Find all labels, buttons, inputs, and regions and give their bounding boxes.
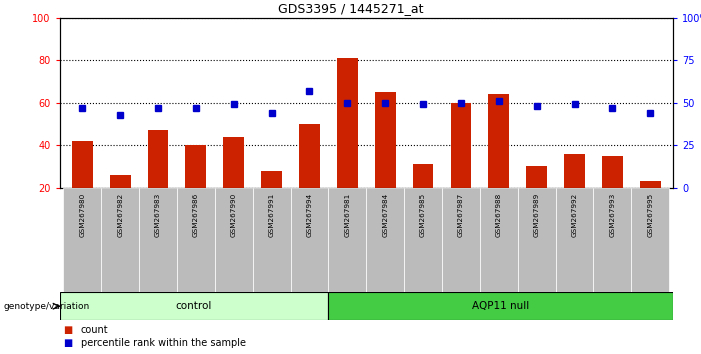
Bar: [337, 58, 358, 188]
Bar: [148, 130, 168, 188]
Bar: [72, 141, 93, 188]
Bar: [328, 188, 366, 292]
Text: GSM267992: GSM267992: [571, 193, 578, 237]
Bar: [602, 156, 622, 188]
Text: GSM267995: GSM267995: [647, 193, 653, 237]
Text: GSM267987: GSM267987: [458, 193, 464, 237]
Bar: [186, 145, 206, 188]
Text: GSM267985: GSM267985: [420, 193, 426, 237]
Text: GDS3395 / 1445271_at: GDS3395 / 1445271_at: [278, 2, 423, 15]
Bar: [632, 188, 669, 292]
Text: count: count: [81, 325, 108, 335]
Text: GSM267989: GSM267989: [533, 193, 540, 237]
Bar: [224, 137, 244, 188]
Text: GSM267993: GSM267993: [609, 193, 615, 237]
Bar: [480, 188, 518, 292]
Bar: [640, 181, 660, 188]
Text: genotype/variation: genotype/variation: [4, 302, 90, 311]
Bar: [63, 188, 101, 292]
Text: GSM267983: GSM267983: [155, 193, 161, 237]
Bar: [252, 188, 290, 292]
Text: ■: ■: [63, 325, 72, 335]
Text: GSM267981: GSM267981: [344, 193, 350, 237]
Bar: [413, 164, 433, 188]
Text: GSM267991: GSM267991: [268, 193, 275, 237]
Bar: [594, 188, 632, 292]
Bar: [328, 292, 673, 320]
Bar: [404, 188, 442, 292]
Text: GSM267994: GSM267994: [306, 193, 313, 237]
Bar: [564, 154, 585, 188]
Text: GSM267990: GSM267990: [231, 193, 237, 237]
Text: percentile rank within the sample: percentile rank within the sample: [81, 338, 245, 348]
Bar: [139, 188, 177, 292]
Bar: [101, 188, 139, 292]
Text: GSM267988: GSM267988: [496, 193, 502, 237]
Bar: [299, 124, 320, 188]
Bar: [556, 188, 594, 292]
Bar: [489, 94, 509, 188]
Text: GSM267986: GSM267986: [193, 193, 199, 237]
Bar: [442, 188, 480, 292]
Bar: [518, 188, 556, 292]
Bar: [177, 188, 215, 292]
Bar: [110, 175, 130, 188]
Text: control: control: [175, 301, 212, 311]
Bar: [526, 166, 547, 188]
Bar: [375, 92, 395, 188]
Bar: [261, 171, 282, 188]
Text: ■: ■: [63, 338, 72, 348]
Bar: [215, 188, 252, 292]
Bar: [290, 188, 328, 292]
Text: GSM267980: GSM267980: [79, 193, 86, 237]
Bar: [451, 103, 471, 188]
Bar: [366, 188, 404, 292]
Text: GSM267982: GSM267982: [117, 193, 123, 237]
Bar: [60, 292, 328, 320]
Text: GSM267984: GSM267984: [382, 193, 388, 237]
Text: AQP11 null: AQP11 null: [472, 301, 529, 311]
